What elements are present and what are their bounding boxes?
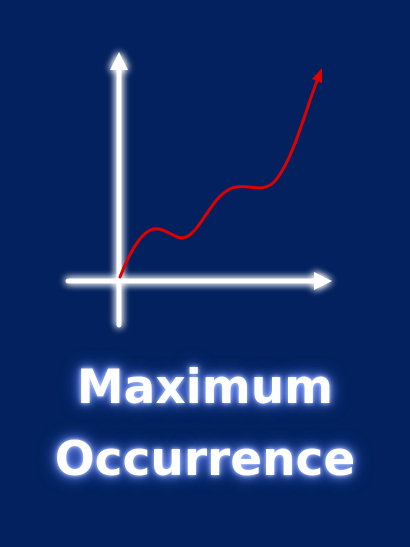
curve-arrowhead-icon <box>312 68 322 83</box>
x-axis <box>65 272 332 290</box>
title-line-1: Maximum <box>76 360 334 415</box>
title-line-2: Occurrence <box>54 432 356 487</box>
rising-curve <box>118 68 322 279</box>
y-axis <box>110 52 128 328</box>
